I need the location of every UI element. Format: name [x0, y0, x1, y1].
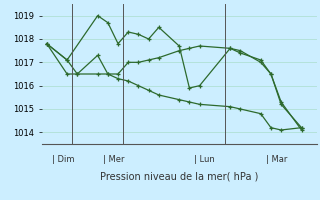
Text: | Mer: | Mer — [103, 155, 124, 164]
Text: | Dim: | Dim — [52, 155, 74, 164]
Text: Pression niveau de la mer( hPa ): Pression niveau de la mer( hPa ) — [100, 172, 258, 182]
Text: | Mar: | Mar — [266, 155, 287, 164]
Text: | Lun: | Lun — [195, 155, 215, 164]
